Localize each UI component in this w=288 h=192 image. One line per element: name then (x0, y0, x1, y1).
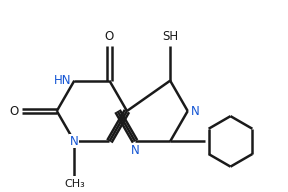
Text: N: N (190, 104, 199, 118)
Text: SH: SH (162, 30, 178, 43)
Text: CH₃: CH₃ (64, 179, 85, 189)
Text: N: N (131, 144, 139, 157)
Text: HN: HN (54, 74, 71, 87)
Text: N: N (70, 135, 79, 148)
Text: O: O (10, 104, 19, 118)
Text: O: O (105, 30, 114, 43)
